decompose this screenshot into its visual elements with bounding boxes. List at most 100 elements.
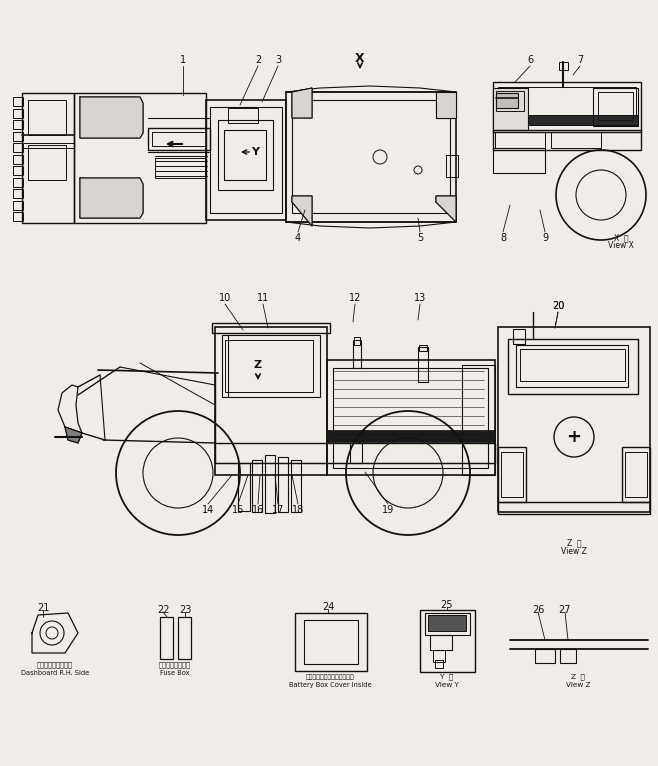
Bar [419, 345, 427, 351]
Bar [559, 62, 568, 70]
Bar [501, 452, 523, 497]
Bar [13, 97, 23, 106]
Polygon shape [65, 427, 82, 443]
Bar [28, 145, 66, 180]
Text: Z: Z [254, 360, 262, 370]
Bar [327, 360, 495, 475]
Bar [13, 143, 23, 152]
Bar [13, 155, 23, 163]
Bar [13, 132, 23, 140]
Bar [535, 649, 555, 663]
Polygon shape [436, 92, 456, 118]
Text: +: + [567, 428, 582, 446]
Bar [420, 610, 475, 672]
Bar [353, 340, 361, 368]
Bar [218, 120, 273, 190]
Bar [22, 93, 74, 223]
Text: 2: 2 [255, 55, 261, 65]
Bar [513, 329, 525, 344]
Bar [622, 447, 650, 502]
Text: 3: 3 [275, 55, 281, 65]
Text: 19: 19 [382, 505, 394, 515]
Text: 10: 10 [219, 293, 231, 303]
Bar [327, 430, 495, 442]
Polygon shape [80, 97, 143, 138]
Text: Dashboard R.H. Side: Dashboard R.H. Side [21, 670, 89, 676]
Text: Z  視: Z 視 [571, 673, 585, 680]
Text: Y: Y [251, 147, 259, 157]
Bar [28, 100, 66, 135]
Text: 20: 20 [552, 301, 564, 311]
Text: ダッシュボード右側: ダッシュボード右側 [37, 662, 73, 668]
Bar [496, 91, 524, 111]
Text: 15: 15 [232, 505, 244, 515]
Bar [446, 155, 458, 177]
Bar [354, 337, 360, 345]
Text: 18: 18 [292, 505, 304, 515]
Bar [228, 108, 258, 123]
Text: バッテリボックスカバー内側: バッテリボックスカバー内側 [305, 674, 355, 679]
Text: 6: 6 [527, 55, 533, 65]
Text: 17: 17 [272, 505, 284, 515]
Bar [286, 92, 456, 222]
Bar [13, 212, 23, 221]
Text: 12: 12 [349, 293, 361, 303]
Bar [278, 457, 288, 512]
Bar [498, 327, 650, 512]
Text: 21: 21 [37, 603, 49, 613]
Bar [13, 120, 23, 129]
Bar [225, 340, 313, 392]
Bar [593, 88, 638, 126]
Bar [428, 615, 466, 631]
Bar [433, 650, 445, 662]
Bar [152, 132, 206, 146]
Bar [178, 617, 191, 659]
Bar [292, 100, 450, 213]
Text: 20: 20 [552, 301, 564, 311]
Polygon shape [436, 196, 456, 222]
Text: Battery Box Cover Inside: Battery Box Cover Inside [289, 682, 371, 688]
Bar [516, 345, 628, 387]
Bar [333, 368, 488, 468]
Polygon shape [292, 196, 312, 226]
Text: View Z: View Z [561, 546, 587, 555]
Bar [206, 100, 286, 220]
Bar [13, 201, 23, 209]
Bar [295, 613, 367, 671]
Bar [304, 620, 358, 664]
Text: View X: View X [608, 241, 634, 250]
Bar [495, 132, 545, 148]
Text: 14: 14 [202, 505, 214, 515]
Bar [210, 107, 282, 213]
Bar [160, 617, 173, 659]
Bar [598, 92, 633, 120]
Bar [13, 166, 23, 175]
Text: 22: 22 [157, 605, 169, 615]
Bar [13, 189, 23, 198]
Text: View Y: View Y [435, 682, 459, 688]
Text: 8: 8 [500, 233, 506, 243]
Text: View Z: View Z [566, 682, 590, 688]
Bar [74, 93, 206, 223]
Bar [13, 178, 23, 186]
Bar [560, 649, 576, 663]
Bar [493, 82, 641, 132]
Polygon shape [80, 178, 143, 218]
Text: 9: 9 [542, 233, 548, 243]
Text: 13: 13 [414, 293, 426, 303]
Text: 27: 27 [559, 605, 571, 615]
Bar [215, 327, 327, 475]
Bar [418, 347, 428, 382]
Text: 26: 26 [532, 605, 544, 615]
Bar [498, 447, 526, 502]
Bar [350, 443, 362, 463]
Polygon shape [292, 88, 312, 118]
Text: 1: 1 [180, 55, 186, 65]
Bar [625, 452, 647, 497]
Bar [252, 460, 262, 512]
Bar [498, 87, 636, 125]
Bar [224, 130, 266, 180]
Text: X: X [355, 51, 365, 64]
Bar [496, 115, 638, 125]
Text: 16: 16 [252, 505, 264, 515]
